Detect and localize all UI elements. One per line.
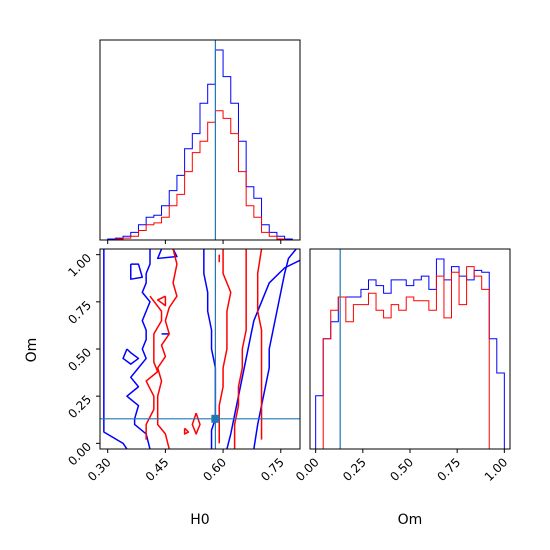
contour-red-6 xyxy=(256,249,263,440)
contour-blue-4 xyxy=(156,249,178,260)
om-hist-series-a xyxy=(315,258,505,449)
joint-xtick-label-3: 0.75 xyxy=(258,455,287,484)
om-xtick-label-3: 0.75 xyxy=(434,455,463,484)
contour-blue-7 xyxy=(226,259,300,449)
joint-ytick-label-3: 0.75 xyxy=(65,298,94,327)
contour-blue-1 xyxy=(130,263,144,280)
contour-blue-3 xyxy=(126,249,151,449)
contour-red-7 xyxy=(191,412,201,435)
joint-ytick-label-2: 0.50 xyxy=(65,345,94,374)
contour-red-0 xyxy=(156,249,178,449)
ylabel-om: Om xyxy=(24,338,40,363)
joint-contour-panel: 0.30 0.45 0.60 0.75 0.00 0.25 0.50 0.75 1.00 xyxy=(65,248,301,484)
joint-truth-marker xyxy=(211,414,220,423)
contour-blue-0 xyxy=(103,249,128,449)
h0-hist-series-b xyxy=(107,110,293,241)
h0-histogram-panel xyxy=(99,39,301,244)
contour-red-5 xyxy=(233,249,247,449)
joint-ytick-label-4: 1.00 xyxy=(65,251,94,280)
h0-hist-frame xyxy=(99,39,301,241)
contour-blue-2 xyxy=(122,348,140,365)
om-xtick-label-0: 0.00 xyxy=(293,455,322,484)
contour-red-3 xyxy=(156,295,167,307)
contour-red-1 xyxy=(145,295,163,440)
xlabel-om: Om xyxy=(398,512,423,528)
contour-red-4 xyxy=(218,249,232,444)
joint-ytick-label-1: 0.25 xyxy=(65,392,94,421)
om-xtick-label-1: 0.25 xyxy=(340,455,369,484)
joint-ytick-label-0: 0.00 xyxy=(65,440,94,469)
joint-xtick-label-0: 0.30 xyxy=(85,455,114,484)
om-xtick-label-2: 0.50 xyxy=(387,455,416,484)
xlabel-h0: H0 xyxy=(190,512,209,528)
om-hist-series-b xyxy=(315,266,505,450)
joint-xtick-label-1: 0.45 xyxy=(143,455,172,484)
om-histogram-panel: 0.00 0.25 0.50 0.75 1.00 xyxy=(293,248,511,484)
om-xtick-label-4: 1.00 xyxy=(482,455,511,484)
contour-red-2 xyxy=(183,427,190,435)
joint-xtick-label-2: 0.60 xyxy=(200,455,229,484)
